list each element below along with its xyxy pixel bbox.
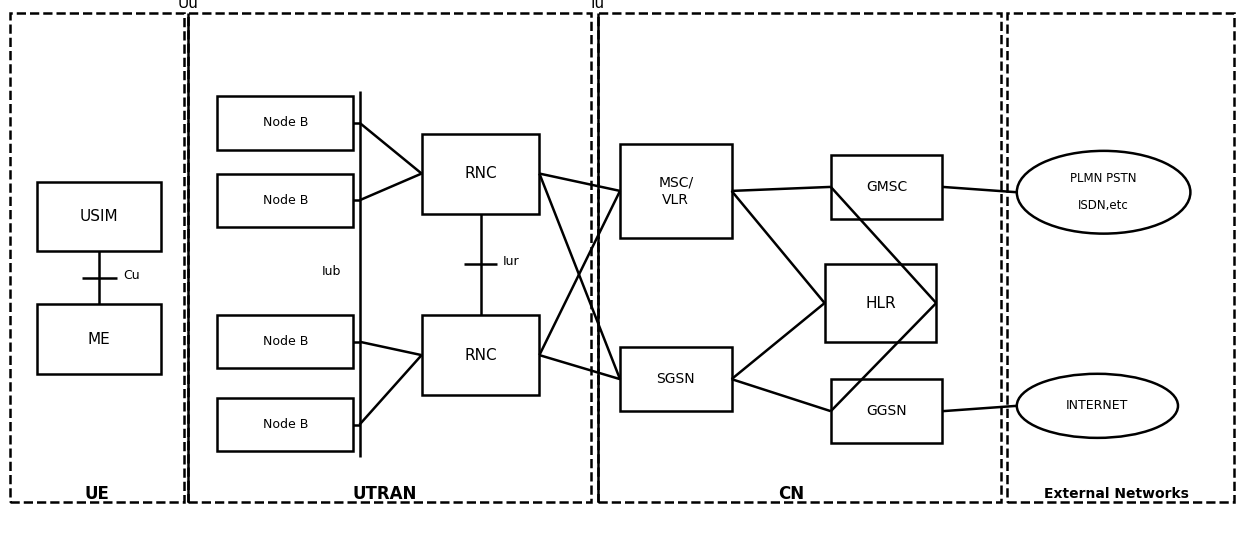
Bar bbox=[620, 144, 732, 238]
Text: External Networks: External Networks bbox=[1044, 487, 1188, 501]
Bar bbox=[620, 347, 732, 411]
Text: UE: UE bbox=[84, 485, 109, 503]
Bar bbox=[188, 13, 591, 502]
Bar bbox=[422, 315, 539, 395]
Ellipse shape bbox=[1017, 151, 1190, 234]
Text: ISDN,etc: ISDN,etc bbox=[1079, 199, 1128, 212]
Text: MSC/
VLR: MSC/ VLR bbox=[658, 175, 693, 207]
Text: RNC: RNC bbox=[464, 348, 497, 363]
Text: GGSN: GGSN bbox=[867, 404, 906, 418]
Text: Uu: Uu bbox=[179, 0, 198, 11]
Text: UTRAN: UTRAN bbox=[352, 485, 417, 503]
Bar bbox=[217, 398, 353, 451]
Bar bbox=[217, 174, 353, 227]
Bar bbox=[825, 264, 936, 342]
Bar bbox=[422, 134, 539, 214]
Text: GMSC: GMSC bbox=[866, 180, 908, 194]
Bar bbox=[217, 96, 353, 150]
Bar bbox=[37, 304, 161, 374]
Ellipse shape bbox=[1017, 374, 1178, 438]
Bar bbox=[10, 13, 184, 502]
Bar bbox=[217, 315, 353, 368]
Text: PLMN PSTN: PLMN PSTN bbox=[1070, 172, 1137, 185]
Text: Iur: Iur bbox=[503, 255, 520, 268]
Bar bbox=[831, 379, 942, 443]
Bar bbox=[831, 155, 942, 219]
Text: Iu: Iu bbox=[590, 0, 605, 11]
Bar bbox=[598, 13, 1001, 502]
Text: Cu: Cu bbox=[123, 269, 139, 281]
Text: Node B: Node B bbox=[263, 418, 308, 431]
Text: ME: ME bbox=[88, 332, 110, 347]
Text: Node B: Node B bbox=[263, 335, 308, 348]
Text: CN: CN bbox=[777, 485, 805, 503]
Text: INTERNET: INTERNET bbox=[1066, 399, 1128, 412]
Text: USIM: USIM bbox=[79, 209, 119, 224]
Text: Iub: Iub bbox=[321, 264, 341, 278]
Bar bbox=[1007, 13, 1234, 502]
Bar bbox=[37, 182, 161, 251]
Text: SGSN: SGSN bbox=[656, 372, 696, 386]
Text: Node B: Node B bbox=[263, 194, 308, 207]
Text: Node B: Node B bbox=[263, 116, 308, 129]
Text: HLR: HLR bbox=[866, 295, 895, 311]
Text: RNC: RNC bbox=[464, 166, 497, 181]
